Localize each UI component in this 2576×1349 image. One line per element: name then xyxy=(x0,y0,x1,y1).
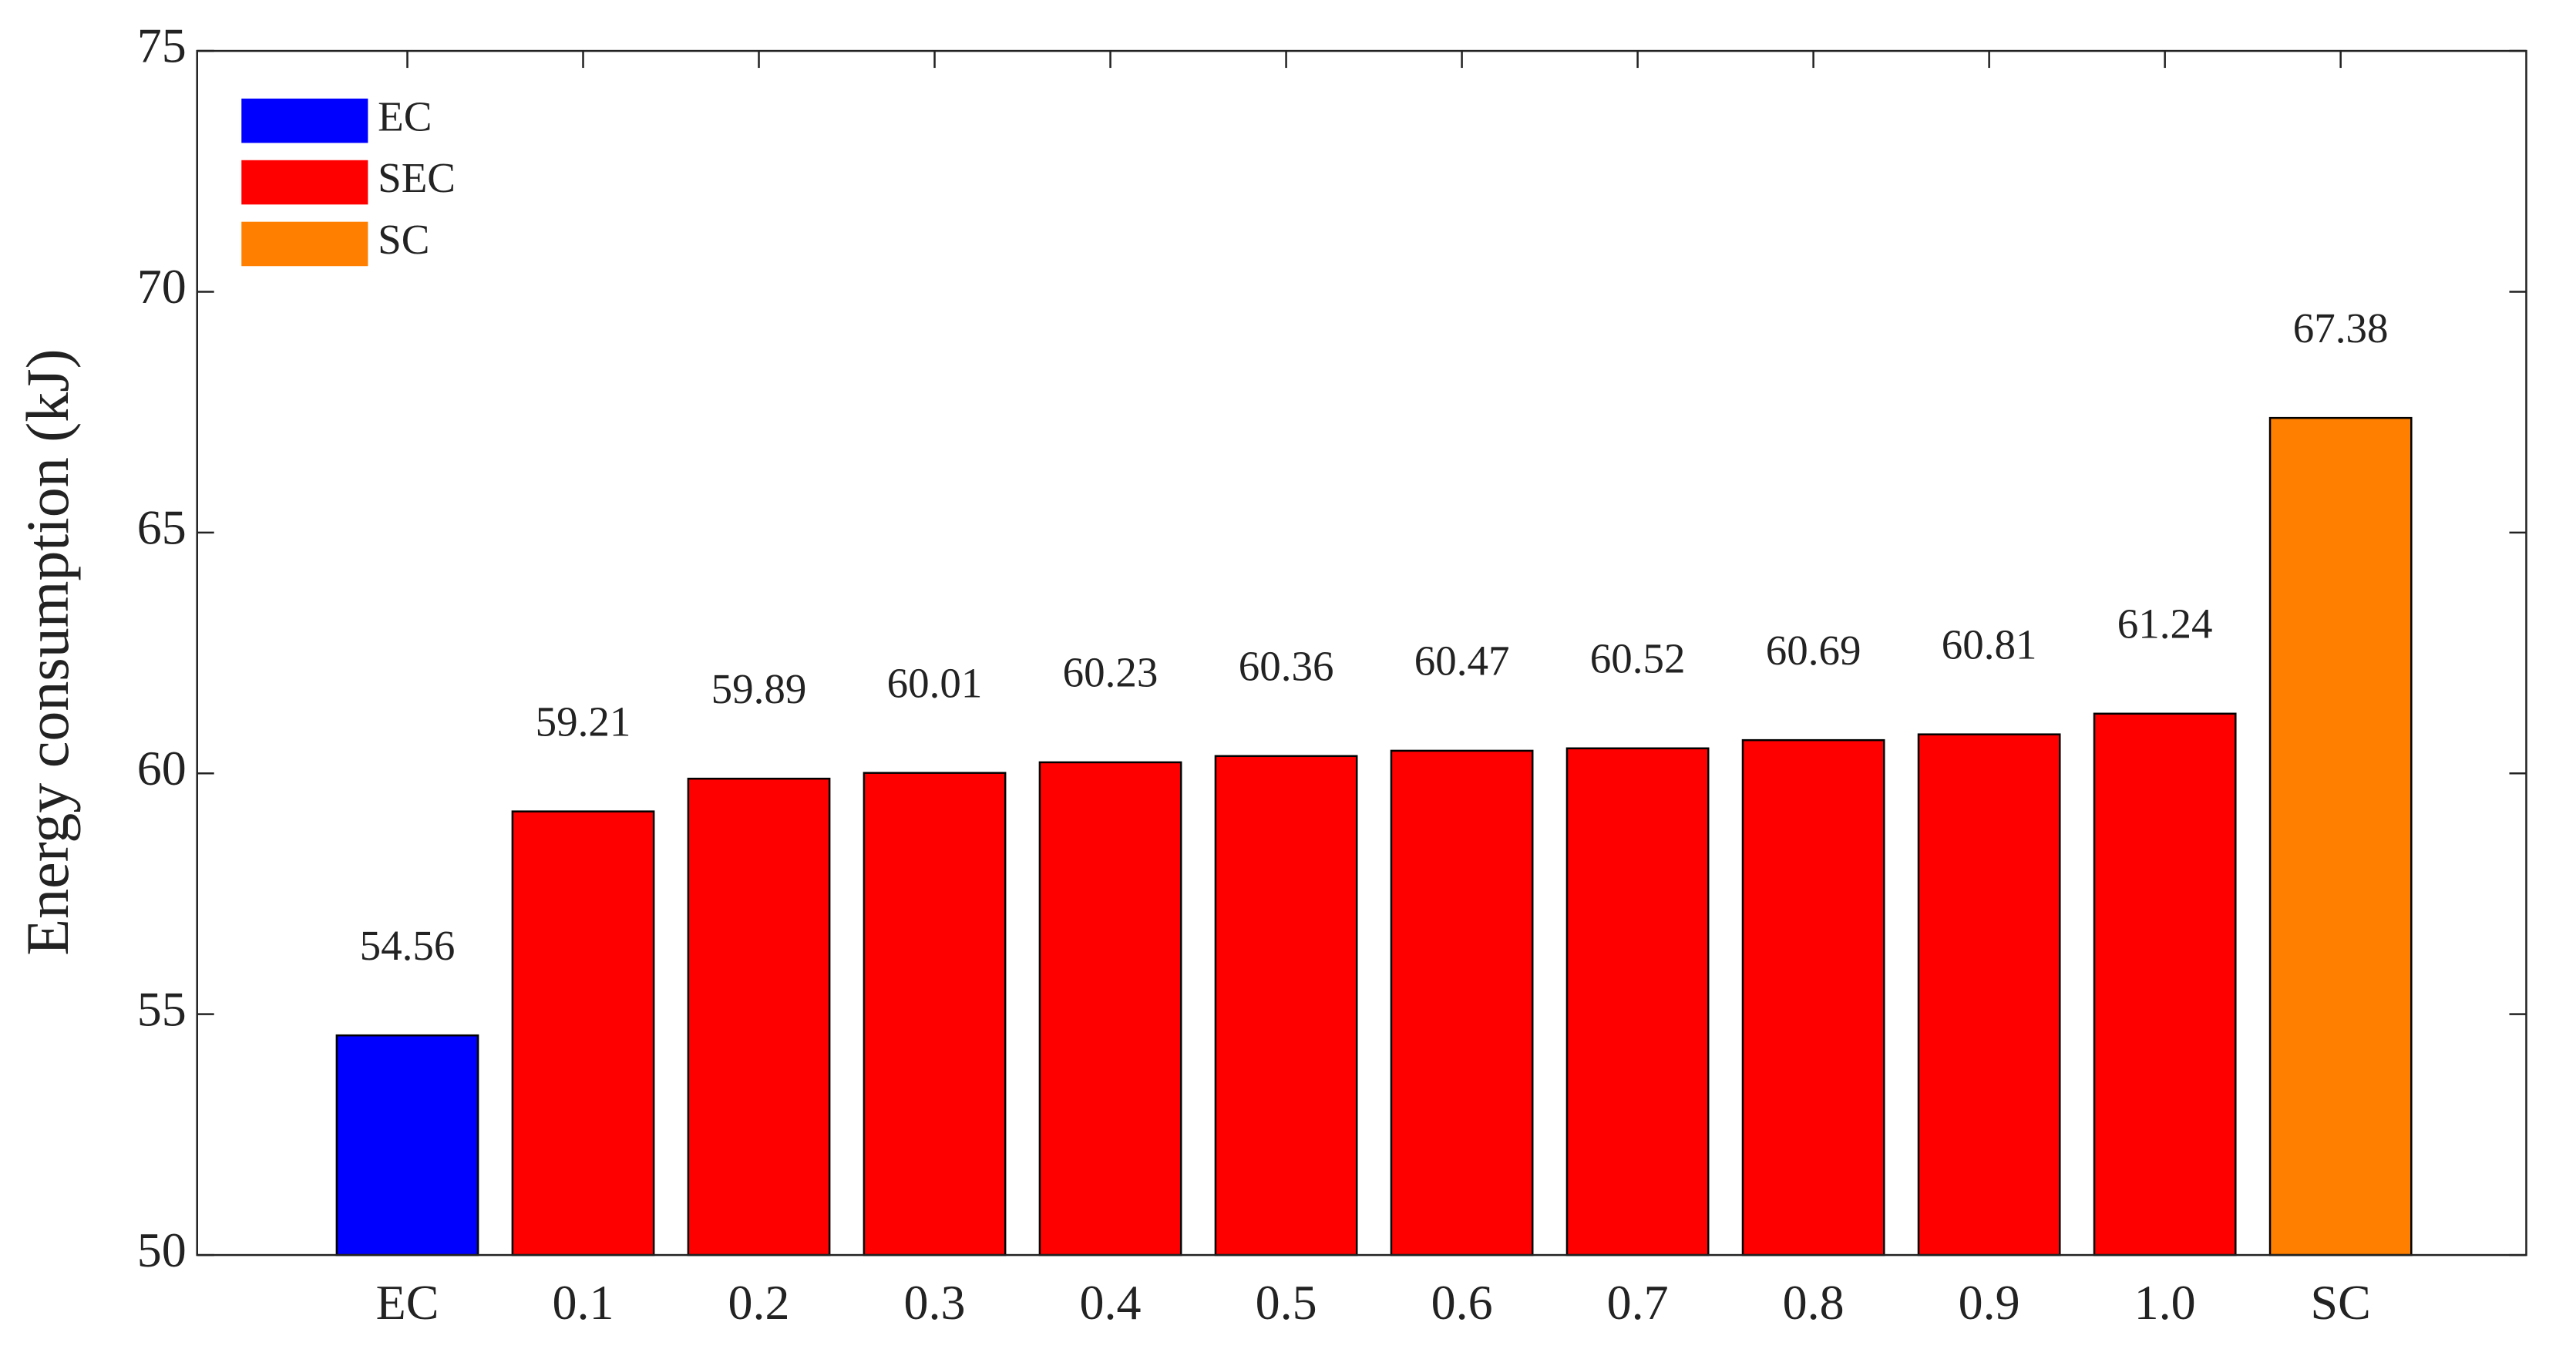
x-tick-label: 0.4 xyxy=(1080,1275,1142,1330)
x-tick-label: 0.8 xyxy=(1783,1275,1845,1330)
value-label: 60.36 xyxy=(1239,643,1334,690)
value-label: 54.56 xyxy=(360,922,456,969)
x-tick-label: 0.6 xyxy=(1431,1275,1493,1330)
x-tick-label: 0.7 xyxy=(1607,1275,1669,1330)
x-tick-label: 1.0 xyxy=(2134,1275,2196,1330)
legend-swatch xyxy=(241,160,368,205)
bar xyxy=(1565,747,1710,1256)
y-tick-label: 75 xyxy=(137,19,187,73)
legend-label: SC xyxy=(378,216,429,263)
bar xyxy=(1214,755,1358,1256)
y-tick-label: 55 xyxy=(137,981,187,1036)
legend-swatch xyxy=(241,98,368,143)
value-label: 61.24 xyxy=(2117,600,2213,648)
value-label: 60.69 xyxy=(1766,627,1861,674)
bar xyxy=(511,810,655,1256)
x-tick-label: EC xyxy=(376,1275,439,1330)
bar xyxy=(687,777,831,1256)
value-label: 60.01 xyxy=(887,659,983,706)
y-tick-label: 50 xyxy=(137,1223,187,1277)
bar xyxy=(1390,749,1534,1256)
plot-frame xyxy=(196,49,2527,1256)
y-tick-label: 65 xyxy=(137,500,187,555)
y-axis-label: Energy consumption (kJ) xyxy=(14,348,81,955)
x-tick-label: SC xyxy=(2311,1275,2371,1330)
value-label: 60.47 xyxy=(1414,637,1510,685)
value-label: 67.38 xyxy=(2293,304,2389,352)
bar xyxy=(1741,738,1885,1256)
legend-label: EC xyxy=(378,93,432,140)
value-label: 59.21 xyxy=(536,698,631,745)
value-label: 59.89 xyxy=(711,665,807,712)
x-tick-label: 0.1 xyxy=(553,1275,614,1330)
bar xyxy=(2093,712,2237,1256)
bar xyxy=(1038,761,1182,1256)
value-label: 60.81 xyxy=(1942,621,2037,668)
y-tick-label: 60 xyxy=(137,741,187,796)
legend-swatch xyxy=(241,221,368,267)
bar xyxy=(335,1034,479,1256)
bar xyxy=(1917,733,2061,1256)
value-label: 60.52 xyxy=(1590,635,1686,682)
legend-label: SEC xyxy=(378,154,456,201)
y-tick-label: 70 xyxy=(137,259,187,314)
x-tick-label: 0.9 xyxy=(1959,1275,2020,1330)
x-tick-label: 0.3 xyxy=(904,1275,966,1330)
bar xyxy=(2268,416,2413,1256)
value-label: 60.23 xyxy=(1063,649,1159,696)
x-tick-label: 0.5 xyxy=(1256,1275,1317,1330)
bar xyxy=(863,772,1007,1256)
x-tick-label: 0.2 xyxy=(728,1275,790,1330)
